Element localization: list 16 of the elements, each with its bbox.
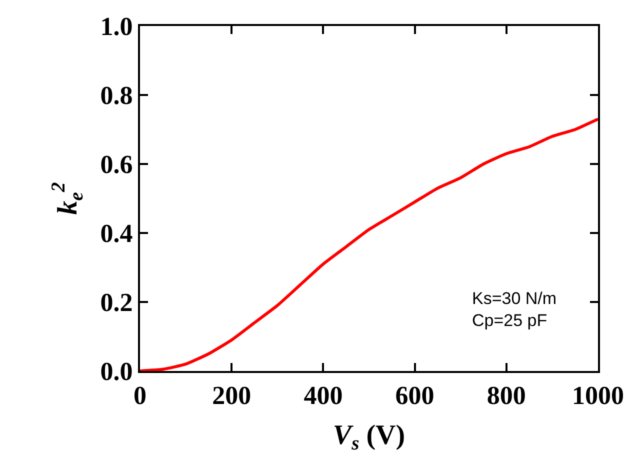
y-tick-label: 1.0	[100, 12, 133, 42]
x-tick-label: 200	[212, 381, 252, 410]
y-tick-label: 0.0	[100, 357, 133, 386]
x-tick-label: 600	[395, 381, 434, 410]
y-tick-label: 0.8	[100, 81, 133, 110]
x-tick-label: 800	[486, 381, 526, 410]
line-series	[140, 118, 598, 371]
y-tick-label: 0.6	[100, 150, 133, 180]
x-axis-title: V$_{s}$ (V)	[332, 420, 406, 455]
annotation: Cp=25 pF	[472, 311, 548, 330]
y-tick-label: 0.2	[100, 288, 133, 318]
x-tick-label: 0	[134, 381, 146, 410]
y-tick-label: 0.4	[100, 219, 133, 248]
annotation: Ks=30 N/m	[472, 289, 557, 308]
x-tick-label: 1000	[572, 381, 624, 410]
x-tick-label: 400	[304, 381, 343, 410]
